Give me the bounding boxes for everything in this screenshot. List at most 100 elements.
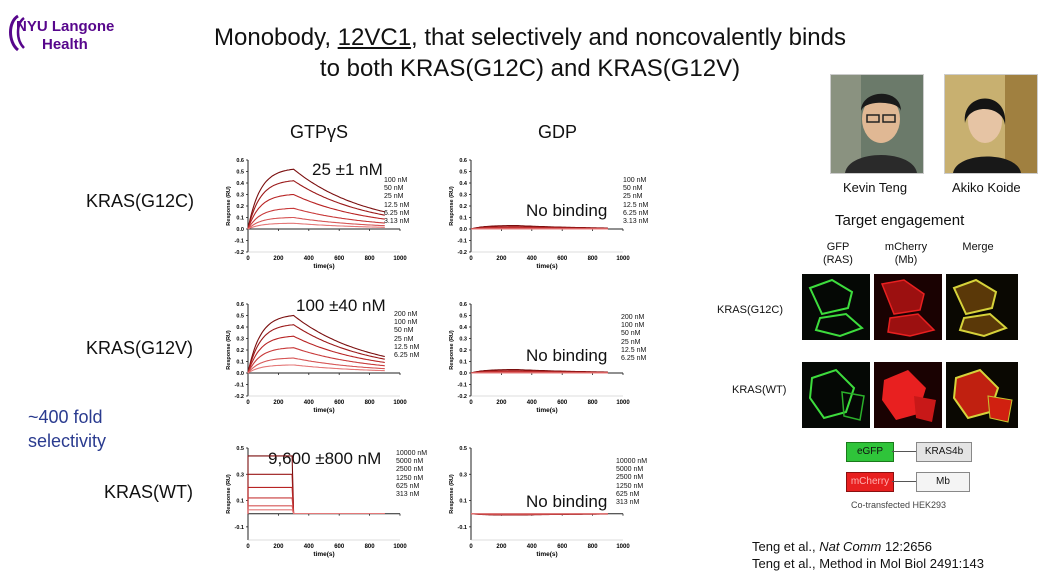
y-tick-label: 0.3 bbox=[459, 193, 467, 199]
portrait-icon bbox=[831, 75, 923, 173]
y-tick-label: 0.4 bbox=[459, 181, 468, 187]
x-tick-label: 0 bbox=[246, 400, 250, 406]
y-tick-label: 0.2 bbox=[236, 204, 244, 210]
kd-wt: 9,600 ±800 nM bbox=[268, 449, 382, 468]
y-tick-label: 0.4 bbox=[459, 325, 468, 331]
x-tick-label: 400 bbox=[527, 256, 538, 262]
column-header-gtp: GTPγS bbox=[290, 122, 349, 142]
y-tick-label: 0.3 bbox=[459, 337, 467, 343]
row-label-g12v: KRAS(G12V) bbox=[86, 338, 194, 358]
x-tick-label: 200 bbox=[496, 256, 507, 262]
y-tick-label: 0.0 bbox=[459, 371, 467, 377]
y-axis-label: Response (RU) bbox=[226, 474, 232, 514]
header-merge: Merge bbox=[962, 241, 994, 253]
y-tick-label: 0.3 bbox=[236, 193, 244, 199]
series-line-50-nM bbox=[247, 335, 385, 374]
name-kevin-teng: Kevin Teng bbox=[843, 180, 908, 195]
x-tick-label: 0 bbox=[469, 256, 473, 262]
series-line-313-nM bbox=[247, 509, 385, 515]
y-tick-label: 0.3 bbox=[236, 337, 244, 343]
y-tick-label: 0.0 bbox=[236, 371, 244, 377]
y-tick-label: -0.2 bbox=[458, 394, 467, 400]
x-tick-label: 1000 bbox=[393, 400, 407, 406]
x-axis-label: time(s) bbox=[536, 551, 557, 558]
y-tick-label: 0.5 bbox=[236, 170, 244, 176]
x-axis-label: time(s) bbox=[313, 551, 334, 558]
x-tick-label: 0 bbox=[246, 256, 250, 262]
title-line2: to both KRAS(G12C) and KRAS(G12V) bbox=[319, 55, 741, 82]
x-tick-label: 600 bbox=[557, 256, 568, 262]
column-header-gdp: GDP bbox=[538, 122, 578, 142]
y-tick-label: 0.3 bbox=[236, 472, 244, 478]
spr-chart-g12c-gtp: 0.6 0.5 0.4 0.3 0.2 0.1 0.0 -0.1 -0.20 200 400 600 8… bbox=[226, 158, 407, 270]
conc-legend-g12v-gtp: 200 nM 100 nM 50 nM 25 nM 12.5 nM 6.25 nM bbox=[394, 311, 420, 360]
series-line-12.5-nM bbox=[247, 207, 385, 230]
y-axis-label: Response (RU) bbox=[226, 186, 232, 226]
y-tick-label: -0.1 bbox=[458, 525, 467, 531]
y-tick-label: 0.4 bbox=[236, 325, 245, 331]
construct-egfp-box: eGFP bbox=[846, 442, 894, 462]
x-tick-label: 600 bbox=[334, 544, 345, 550]
y-tick-label: 0.5 bbox=[459, 170, 467, 176]
x-tick-label: 600 bbox=[557, 544, 568, 550]
y-tick-label: 0.1 bbox=[236, 360, 244, 366]
x-tick-label: 1000 bbox=[616, 544, 630, 550]
y-tick-label: 0.1 bbox=[459, 499, 467, 505]
x-tick-label: 400 bbox=[527, 544, 538, 550]
fold-line2: selectivity bbox=[28, 431, 107, 451]
citations: Teng et al., Nat Comm 12:2656 Teng et al… bbox=[752, 538, 984, 572]
x-tick-label: 0 bbox=[469, 400, 473, 406]
x-tick-label: 800 bbox=[365, 544, 376, 550]
photo-kevin-teng bbox=[830, 74, 924, 174]
y-tick-label: -0.2 bbox=[458, 250, 467, 256]
y-tick-label: 0.6 bbox=[459, 158, 467, 164]
cotransfected-label: Co-transfected HEK293 bbox=[851, 500, 947, 510]
logo-line1: NYU Langone bbox=[16, 18, 114, 35]
spr-chart-wt-gtp: 0.5 0.3 0.1 -0.1 0 200 400 600 800 1000 time(s) Res… bbox=[226, 446, 407, 558]
y-tick-label: 0.1 bbox=[236, 499, 244, 505]
gfp-image-g12c bbox=[802, 274, 870, 340]
construct-linker-1 bbox=[892, 451, 916, 452]
fold-selectivity: ~400 fold selectivity bbox=[28, 405, 106, 453]
no-binding-g12v: No binding bbox=[526, 346, 608, 365]
x-tick-label: 600 bbox=[334, 256, 345, 262]
x-tick-label: 800 bbox=[365, 400, 376, 406]
series-line-50-nM bbox=[247, 180, 385, 230]
micrograph-row-label-wt: KRAS(WT) bbox=[732, 384, 787, 396]
x-tick-label: 400 bbox=[527, 400, 538, 406]
y-tick-label: 0.1 bbox=[459, 360, 467, 366]
y-tick-label: 0.5 bbox=[459, 314, 467, 320]
y-tick-label: -0.1 bbox=[458, 239, 467, 245]
x-axis-label: time(s) bbox=[536, 407, 557, 414]
photo-akiko-koide bbox=[944, 74, 1038, 174]
y-axis-label: Response (RU) bbox=[449, 474, 455, 514]
construct-mb-box: Mb bbox=[916, 472, 970, 492]
nyu-langone-logo: NYU Langone Health bbox=[4, 8, 122, 58]
y-tick-label: 0.5 bbox=[459, 446, 467, 452]
row-label-g12c: KRAS(G12C) bbox=[86, 191, 195, 211]
micrograph-row-wt bbox=[802, 362, 1018, 428]
no-binding-wt: No binding bbox=[526, 492, 608, 511]
construct-linker-2 bbox=[892, 481, 916, 482]
spr-chart-wt-gdp: 0.5 0.3 0.1 -0.1 0 200 400 600 800 1000 time(s) Res… bbox=[449, 446, 630, 558]
micrograph-row-g12c bbox=[802, 274, 1018, 340]
y-tick-label: 0.2 bbox=[236, 348, 244, 354]
x-tick-label: 200 bbox=[273, 400, 284, 406]
x-tick-label: 200 bbox=[273, 256, 284, 262]
fold-line1: ~400 fold bbox=[28, 407, 103, 427]
y-tick-label: 0.0 bbox=[459, 227, 467, 233]
no-binding-g12c: No binding bbox=[526, 201, 608, 220]
x-tick-label: 1000 bbox=[616, 400, 630, 406]
spr-chart-g12v-gtp: 0.6 0.5 0.4 0.3 0.2 0.1 0.0 -0.1 -0.20 200 400 600 8… bbox=[226, 302, 407, 414]
y-axis-label: Response (RU) bbox=[449, 330, 455, 370]
series-line-25-nM bbox=[247, 193, 385, 230]
title-line1: Monobody, 12VC1, that selectively and no… bbox=[214, 24, 846, 51]
x-tick-label: 800 bbox=[588, 544, 599, 550]
x-tick-label: 800 bbox=[365, 256, 376, 262]
x-tick-label: 800 bbox=[588, 256, 599, 262]
x-tick-label: 0 bbox=[469, 544, 473, 550]
micrograph-row-label-g12c: KRAS(G12C) bbox=[717, 304, 784, 316]
x-tick-label: 400 bbox=[304, 400, 315, 406]
kd-g12v: 100 ±40 nM bbox=[296, 296, 386, 315]
series-line-3.13-nM bbox=[247, 222, 385, 230]
